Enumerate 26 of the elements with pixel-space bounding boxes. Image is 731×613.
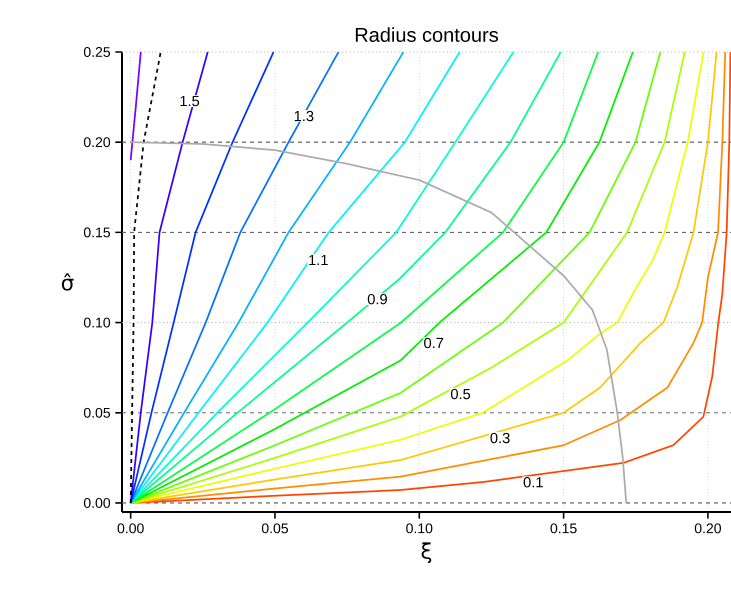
y-tick-label: 0.25 xyxy=(84,47,110,57)
x-tick-label: 0.20 xyxy=(694,523,721,534)
x-tick-label: 0.15 xyxy=(550,523,577,534)
y-tick-label: 0.15 xyxy=(84,227,110,238)
y-tick-label: 0.00 xyxy=(84,498,110,508)
x-tick-label: 0.10 xyxy=(406,523,432,534)
annotation: 1.5 xyxy=(180,96,200,106)
annotation: 0.3 xyxy=(490,432,510,444)
annotation: 0.1 xyxy=(524,477,543,488)
y-tick-label: 0.10 xyxy=(84,318,110,328)
annotation: 1.3 xyxy=(294,110,314,122)
line-series xyxy=(130,51,404,504)
line-series xyxy=(130,51,209,504)
y-axis-title: σ̂ xyxy=(62,273,74,291)
x-tick-label: 0.00 xyxy=(118,523,144,534)
x-axis-title: ξ xyxy=(422,542,432,564)
y-tick-label: 0.20 xyxy=(84,137,110,148)
annotation: 1.1 xyxy=(309,254,328,266)
chart-title: Radius contours xyxy=(356,27,498,42)
annotation: 0.5 xyxy=(450,388,470,400)
y-tick-label: 0.05 xyxy=(84,408,110,418)
x-tick-label: 0.05 xyxy=(262,523,288,534)
line-series xyxy=(130,51,340,504)
annotation: 0.9 xyxy=(368,294,387,304)
line-series xyxy=(130,51,274,504)
annotation: 0.7 xyxy=(424,338,444,348)
